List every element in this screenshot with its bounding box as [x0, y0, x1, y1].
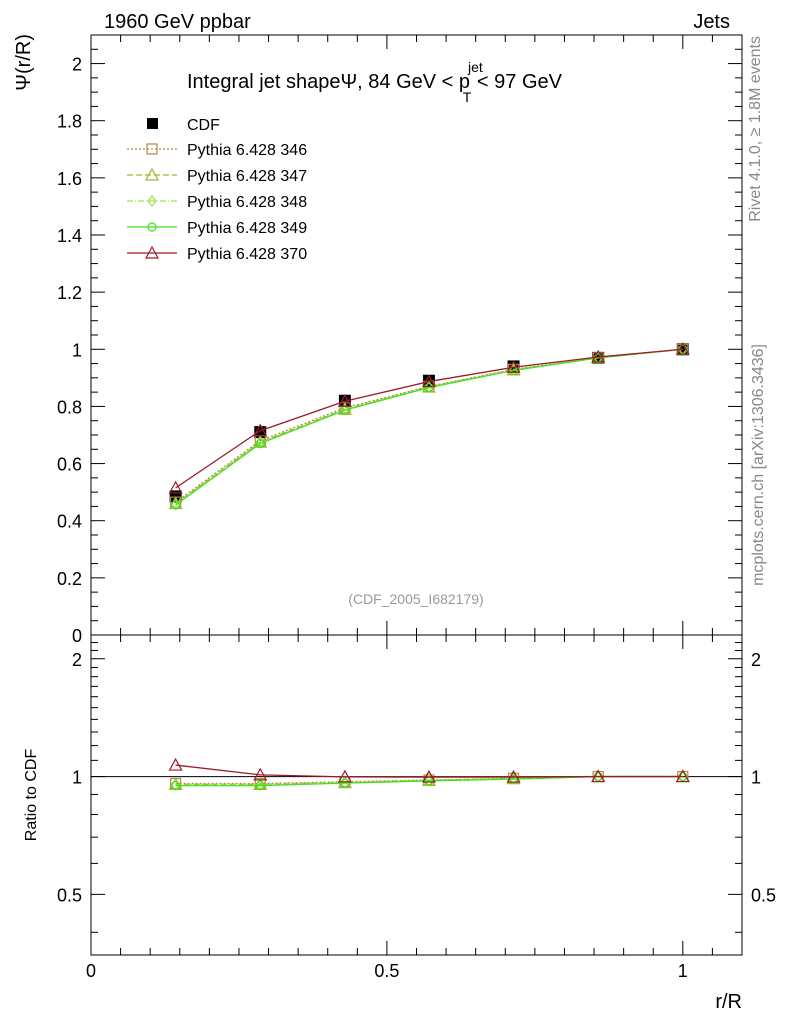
series-point	[255, 438, 265, 449]
y-tick-label: 0	[72, 626, 82, 646]
y-tick-label: 0.4	[57, 512, 82, 532]
x-tick-label: 1	[678, 961, 688, 981]
series-point	[421, 374, 436, 388]
ratio-series-point	[337, 769, 352, 783]
series-point	[508, 365, 519, 376]
chart-title-sub: T	[463, 89, 472, 105]
chart-title-sup: jet	[467, 59, 483, 75]
ratio-tick-label: 0.5	[57, 885, 82, 905]
chart-title-end: < 97 GeV	[471, 71, 562, 93]
chart-title-main: Integral jet shapeΨ, 84 GeV < p	[187, 71, 470, 93]
rivet-label: Rivet 4.1.0, ≥ 1.8M events	[747, 36, 764, 222]
analysis-watermark: (CDF_2005_I682179)	[348, 591, 483, 607]
y-tick-label: 1.4	[57, 226, 82, 246]
ratio-tick-label-right: 2	[751, 650, 761, 670]
ratio-series-point	[255, 781, 265, 791]
mcplots-label: mcplots.cern.ch [arXiv:1306.3436]	[750, 344, 767, 586]
series-line	[175, 348, 683, 503]
ratio-tick-label-right: 0.5	[751, 885, 776, 905]
ratio-series-point	[591, 769, 606, 783]
ratio-series	[168, 757, 690, 791]
legend-marker-cdf	[147, 118, 158, 129]
y-tick-label: 1.2	[57, 283, 82, 303]
x-tick-label: 0	[86, 961, 96, 981]
ratio-series-point	[340, 778, 350, 788]
y-axis-label: Ψ(r/R)	[13, 34, 35, 91]
x-axis-ticks: 0 0.5 1	[86, 35, 743, 981]
legend: CDF Pythia 6.428 346 Pythia 6.428 347 Pyth…	[127, 117, 307, 263]
y-tick-label: 1.8	[57, 112, 82, 132]
legend-marker	[144, 245, 160, 259]
ratio-series-point	[253, 767, 268, 781]
series-point	[171, 500, 181, 510]
legend-marker	[147, 222, 157, 232]
series-point	[506, 360, 521, 373]
ratio-axis-ticks: 0.5 0.5 1 1 2 2	[57, 642, 776, 933]
main-axis-ticks: 0 0.2 0.4 0.6 0.8 1 1.2 1.4 1.6 1.8 2	[57, 34, 742, 646]
x-axis-label: r/R	[715, 991, 742, 1013]
y-tick-label: 0.6	[57, 455, 82, 475]
series-point	[253, 423, 268, 437]
legend-label: Pythia 6.428 348	[187, 194, 307, 211]
ratio-series-point	[424, 774, 434, 787]
series-point	[168, 480, 183, 494]
legend-marker	[146, 143, 158, 155]
header-category: Jets	[693, 11, 730, 33]
ratio-tick-label: 2	[72, 650, 82, 670]
ratio-series-point	[168, 757, 183, 771]
x-tick-label: 0.5	[374, 961, 399, 981]
y-tick-label: 2	[72, 55, 82, 75]
y-tick-label: 0.2	[57, 569, 82, 589]
series-line	[175, 348, 683, 505]
ratio-plot-frame	[90, 634, 743, 956]
legend-label: Pythia 6.428 349	[187, 220, 307, 237]
series-line	[175, 348, 683, 505]
ratio-series-point	[171, 781, 181, 791]
ratio-series-line	[175, 764, 683, 778]
legend-label: Pythia 6.428 347	[187, 168, 307, 185]
series-point	[337, 394, 352, 407]
legend-marker	[147, 195, 157, 207]
legend-label-cdf: CDF	[187, 117, 220, 134]
ratio-y-axis-label: Ratio to CDF	[23, 749, 40, 842]
series-line	[175, 348, 683, 506]
series-point	[591, 349, 606, 363]
series-point	[508, 364, 519, 377]
series-point	[675, 342, 690, 355]
series-point	[424, 381, 434, 394]
ratio-tick-label: 1	[72, 768, 82, 788]
y-tick-label: 0.8	[57, 397, 82, 417]
ratio-series-point	[506, 769, 521, 783]
header-energy: 1960 GeV ppbar	[104, 11, 251, 33]
legend-label: Pythia 6.428 346	[187, 142, 307, 159]
ratio-tick-label-right: 1	[751, 768, 761, 788]
chart-title: Integral jet shapeΨ, 84 GeV < pjet T < 97…	[187, 59, 563, 105]
legend-marker	[144, 167, 160, 181]
series-point	[424, 382, 434, 393]
legend-label: Pythia 6.428 370	[187, 246, 307, 263]
series-line	[175, 348, 683, 489]
main-series	[168, 342, 690, 511]
ratio-series-point	[675, 769, 690, 783]
ratio-series-point	[421, 769, 436, 783]
y-tick-label: 1	[72, 340, 82, 360]
y-tick-label: 1.6	[57, 169, 82, 189]
